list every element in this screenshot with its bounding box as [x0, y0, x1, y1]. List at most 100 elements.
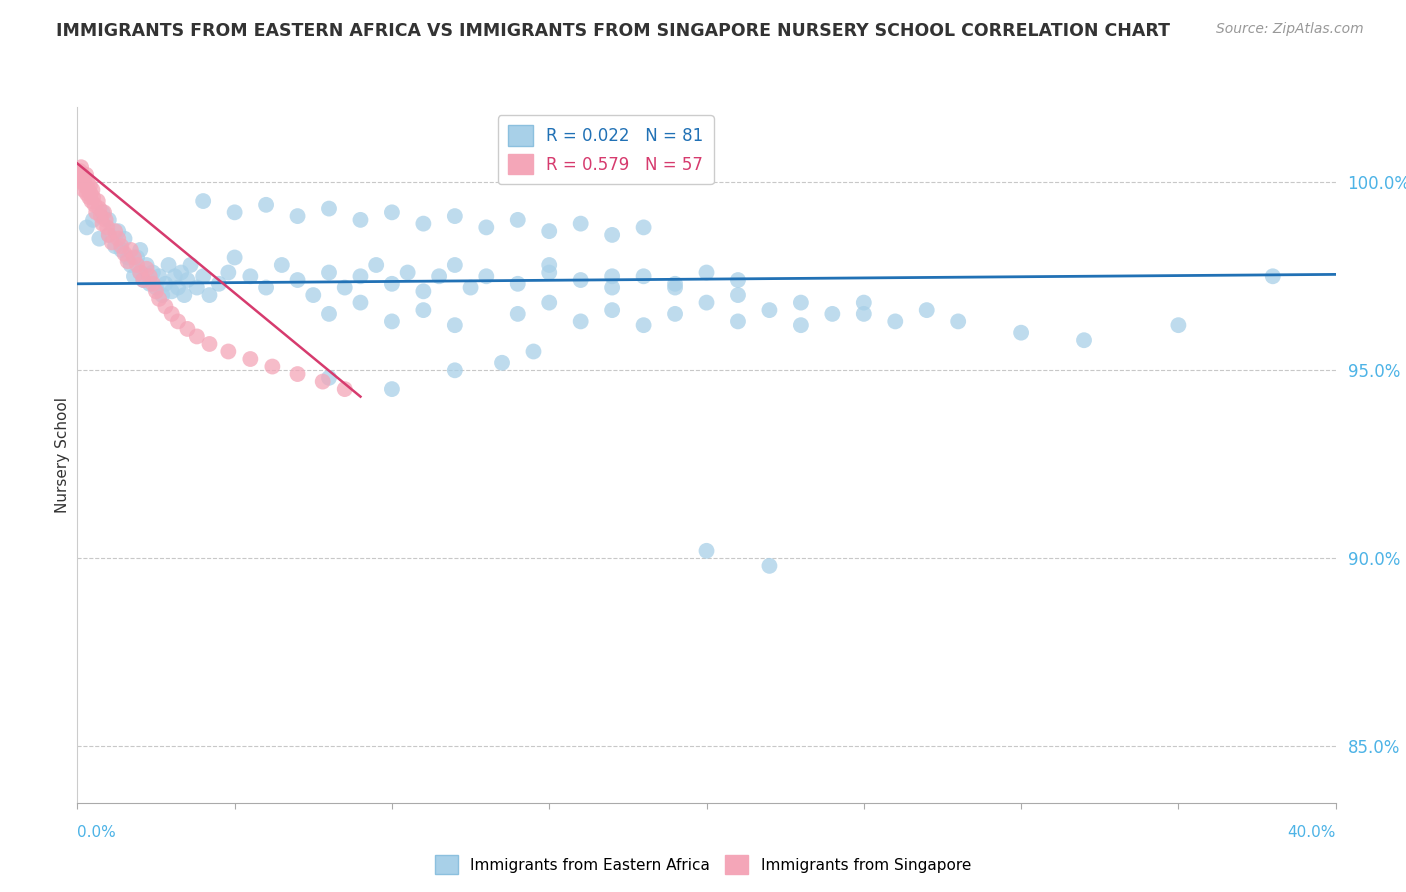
Point — [89, 232, 111, 246]
Point — [1167, 318, 1189, 333]
Point — [915, 303, 938, 318]
Point — [97, 212, 120, 227]
Point — [167, 314, 190, 328]
Point — [664, 307, 686, 321]
Point — [460, 280, 482, 294]
Point — [696, 266, 718, 280]
Text: 0.0%: 0.0% — [77, 825, 117, 840]
Point — [506, 212, 529, 227]
Point — [427, 269, 450, 284]
Point — [664, 277, 686, 291]
Point — [349, 269, 371, 284]
Point — [349, 212, 371, 227]
Point — [97, 227, 120, 242]
Point — [412, 285, 434, 299]
Point — [381, 205, 404, 219]
Point — [67, 168, 90, 182]
Point — [186, 280, 208, 294]
Point — [633, 318, 655, 333]
Point — [538, 295, 561, 310]
Point — [83, 198, 105, 212]
Y-axis label: Nursery School: Nursery School — [55, 397, 70, 513]
Point — [72, 183, 94, 197]
Point — [186, 329, 208, 343]
Point — [884, 314, 907, 328]
Point — [69, 171, 91, 186]
Point — [522, 344, 544, 359]
Point — [90, 209, 112, 223]
Point — [287, 367, 309, 381]
Point — [475, 220, 498, 235]
Point — [148, 292, 170, 306]
Point — [254, 198, 277, 212]
Point — [191, 269, 215, 284]
Point — [790, 295, 813, 310]
Point — [160, 307, 183, 321]
Point — [94, 212, 117, 227]
Point — [506, 307, 529, 321]
Point — [198, 288, 221, 302]
Point — [333, 280, 356, 294]
Point — [318, 371, 340, 385]
Point — [132, 273, 155, 287]
Point — [217, 266, 239, 280]
Point — [91, 217, 114, 231]
Point — [72, 175, 94, 189]
Point — [101, 235, 124, 250]
Point — [120, 258, 142, 272]
Point — [444, 363, 467, 377]
Point — [396, 266, 419, 280]
Point — [79, 186, 101, 201]
Text: 40.0%: 40.0% — [1288, 825, 1336, 840]
Point — [176, 273, 198, 287]
Point — [117, 254, 139, 268]
Point — [727, 288, 749, 302]
Point — [84, 205, 107, 219]
Point — [366, 258, 388, 272]
Point — [145, 285, 167, 299]
Text: Source: ZipAtlas.com: Source: ZipAtlas.com — [1216, 22, 1364, 37]
Point — [633, 220, 655, 235]
Point — [217, 344, 239, 359]
Point — [70, 160, 93, 174]
Point — [302, 288, 325, 302]
Point — [107, 224, 129, 238]
Point — [170, 266, 193, 280]
Point — [444, 318, 467, 333]
Point — [538, 258, 561, 272]
Point — [727, 273, 749, 287]
Point — [114, 232, 136, 246]
Point — [381, 382, 404, 396]
Point — [312, 375, 335, 389]
Point — [76, 220, 98, 235]
Point — [107, 232, 129, 246]
Point — [758, 558, 780, 573]
Point — [727, 314, 749, 328]
Legend: Immigrants from Eastern Africa, Immigrants from Singapore: Immigrants from Eastern Africa, Immigran… — [429, 849, 977, 880]
Point — [82, 190, 104, 204]
Point — [569, 217, 592, 231]
Point — [262, 359, 284, 374]
Legend: R = 0.022   N = 81, R = 0.579   N = 57: R = 0.022 N = 81, R = 0.579 N = 57 — [498, 115, 714, 185]
Point — [270, 258, 292, 272]
Point — [948, 314, 970, 328]
Point — [412, 217, 434, 231]
Point — [444, 209, 467, 223]
Point — [75, 179, 97, 194]
Point — [138, 277, 160, 291]
Point — [163, 269, 186, 284]
Point — [180, 258, 202, 272]
Point — [117, 251, 139, 265]
Point — [173, 288, 195, 302]
Point — [758, 303, 780, 318]
Point — [104, 224, 127, 238]
Point — [349, 295, 371, 310]
Point — [506, 277, 529, 291]
Point — [129, 243, 152, 257]
Point — [333, 382, 356, 396]
Point — [444, 258, 467, 272]
Point — [148, 269, 170, 284]
Point — [198, 337, 221, 351]
Point — [852, 307, 875, 321]
Point — [1261, 269, 1284, 284]
